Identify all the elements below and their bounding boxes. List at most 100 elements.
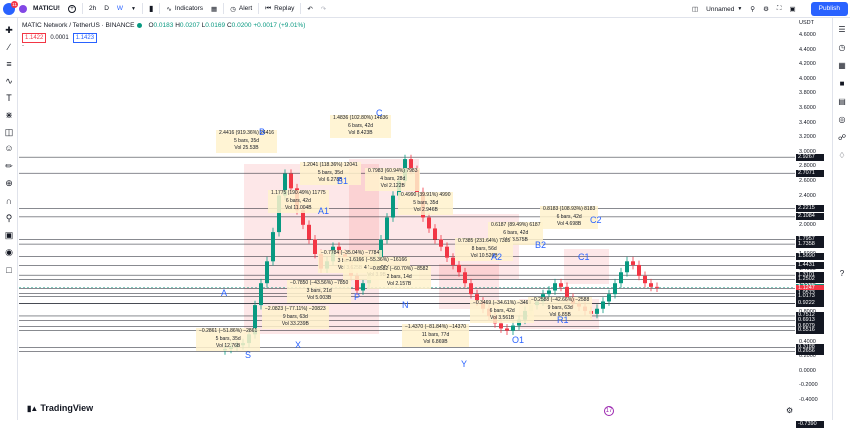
compare-symbol-button[interactable]: +: [64, 0, 80, 18]
measure-annotation[interactable]: 2.4416 (919.36%) 24416 5 bars, 35d Vol 25.…: [216, 130, 278, 153]
measure-annotation[interactable]: 0.8183 (108.93%) 8183 6 bars, 42d Vol 4.69…: [540, 206, 599, 229]
price-level-tag: 2.9267: [796, 153, 824, 161]
collapse-legend-button[interactable]: ˆ: [22, 45, 30, 53]
wave-label[interactable]: Y: [461, 359, 468, 369]
alert-button[interactable]: ◷ Alert: [226, 0, 256, 18]
calendar-icon[interactable]: ▤: [838, 97, 846, 106]
divider: [142, 3, 143, 14]
annotation-line: 1.4836 (102.80%) 14836: [333, 115, 389, 121]
candle-body: [643, 275, 647, 284]
measure-annotation[interactable]: −0.3469 (−34.61%) −3469 6 bars, 42d Vol 3.…: [470, 300, 535, 323]
price-chart[interactable]: [19, 19, 795, 419]
indicators-button[interactable]: ∿ Indicators: [162, 0, 207, 18]
replay-button[interactable]: ⏮ Replay: [261, 0, 298, 18]
measure-annotation[interactable]: −0.8582 (−60.70%) −8582 2 bars, 14d Vol 2.…: [367, 266, 432, 289]
measure-annotation[interactable]: 1.4836 (102.80%) 14836 6 bars, 42d Vol 8.4…: [330, 115, 392, 138]
templates-button[interactable]: ▦: [207, 0, 221, 18]
chat-icon[interactable]: ☍: [837, 133, 847, 142]
undo-button[interactable]: ↶: [303, 0, 316, 18]
wave-label[interactable]: B: [259, 127, 266, 137]
wave-label[interactable]: B2: [535, 240, 547, 250]
fib-retracement-icon[interactable]: ≡: [6, 59, 12, 69]
symbol-search[interactable]: MATICU!: [15, 0, 64, 18]
price-level-tag: -0.7390: [796, 421, 824, 428]
price-axis-label: 2.0000: [799, 221, 816, 228]
snapshot-button[interactable]: ▣: [785, 0, 799, 18]
interval-w[interactable]: W: [116, 5, 124, 12]
wave-label[interactable]: N: [402, 300, 409, 310]
measure-annotation[interactable]: −0.2588 (−42.66%) −2588 9 bars, 63d Vol 6.…: [528, 297, 593, 320]
user-avatar[interactable]: 11: [3, 0, 18, 15]
measure-annotation[interactable]: 0.7385 (231.64%) 7385 8 bars, 56d Vol 10.5…: [455, 238, 514, 261]
measure-annotation[interactable]: −0.2861 (−51.86%) −2861 5 bars, 35d Vol 12…: [196, 328, 261, 351]
alerts-panel-icon[interactable]: ◷: [838, 43, 846, 52]
wave-label[interactable]: A1: [318, 206, 330, 216]
eye-icon[interactable]: ◉: [5, 247, 13, 257]
candle-body: [445, 246, 449, 258]
tv-logo-icon: ▮▲: [27, 403, 38, 413]
measure-annotation[interactable]: 1.2041 (118.36%) 12041 5 bars, 35d Vol 6.2…: [300, 162, 361, 185]
interval-d[interactable]: D: [104, 5, 109, 12]
annotation-line: 6 bars, 42d: [285, 197, 311, 204]
price-axis[interactable]: USDT 4.6000 4.4000 4.2000 4.0000 3.8000 3.600…: [796, 19, 832, 428]
tradingview-logo[interactable]: ▮▲ TradingView: [27, 403, 93, 413]
wave-label[interactable]: C: [376, 108, 383, 118]
settings-button[interactable]: ⚙: [759, 0, 773, 18]
trash-icon[interactable]: □: [6, 265, 12, 275]
interval-2h[interactable]: 2h: [88, 5, 97, 12]
brush-icon[interactable]: ∿: [5, 76, 13, 86]
wave-label[interactable]: X: [295, 340, 302, 350]
publish-button[interactable]: Publish: [810, 2, 848, 16]
prediction-tool-icon[interactable]: ◫: [4, 127, 14, 137]
buy-button[interactable]: 1.1423: [72, 33, 98, 43]
wave-label[interactable]: C2: [590, 215, 602, 225]
lock-drawing-icon[interactable]: ⚲: [5, 213, 13, 223]
measure-annotation[interactable]: 1.1775 (190.49%) 11775 6 bars, 42d Vol 11.…: [268, 190, 329, 213]
magnet-icon[interactable]: ∩: [5, 196, 13, 206]
wave-label[interactable]: C1: [578, 252, 590, 262]
measure-annotation[interactable]: 0.7983 (60.94%) 7983 4 bars, 28d Vol 2.122…: [365, 168, 421, 191]
help-icon[interactable]: ?: [839, 269, 845, 278]
fullscreen-button[interactable]: ⛶: [773, 0, 786, 18]
measure-annotation[interactable]: −1.4370 (−81.84%) −14370 11 bars, 77d Vol …: [402, 324, 470, 347]
hotlist-icon[interactable]: ■: [839, 79, 845, 88]
sell-button[interactable]: 1.1422: [22, 33, 47, 43]
search-button[interactable]: ⚲: [746, 0, 759, 18]
wave-label[interactable]: P: [354, 292, 361, 302]
layout-button[interactable]: ◫: [688, 0, 702, 18]
crosshair-icon[interactable]: ✚: [5, 25, 13, 35]
candle-body: [277, 195, 281, 233]
watchlist-icon[interactable]: ☰: [838, 25, 846, 34]
currency-label[interactable]: USDT: [799, 20, 814, 26]
wave-label[interactable]: O1: [512, 335, 525, 345]
ideas-icon[interactable]: ◎: [838, 115, 846, 124]
annotation-line: −1.6166 (−55.36%) −16166: [346, 257, 408, 263]
icons-tool-icon[interactable]: ☺: [4, 143, 14, 153]
measure-annotation[interactable]: −0.7850 (−43.56%) −7850 3 bars, 21d Vol 5.…: [287, 280, 352, 303]
wave-label[interactable]: B1: [337, 176, 349, 186]
candle-body: [631, 261, 635, 265]
axis-settings-button[interactable]: ⚙: [786, 406, 793, 415]
wave-label[interactable]: S: [245, 350, 252, 360]
grid-icon: ▦: [211, 5, 218, 13]
measure-annotation[interactable]: 0.4990 (39.91%) 4990 5 bars, 35d Vol 2.946…: [398, 192, 454, 215]
chart-type-button[interactable]: ▮: [145, 0, 157, 18]
wave-label[interactable]: A2: [491, 252, 503, 262]
interval-dropdown[interactable]: ▼: [127, 0, 140, 18]
zoom-in-icon[interactable]: ⊕: [5, 178, 13, 188]
layout-name-button[interactable]: Unnamed ▼: [702, 0, 746, 18]
lock-icon[interactable]: ▣: [4, 230, 14, 240]
wave-label[interactable]: R1: [557, 315, 569, 325]
tv-mark-icon[interactable]: 17: [604, 406, 614, 416]
notifications-icon[interactable]: ♢: [838, 151, 846, 160]
trend-line-icon[interactable]: ∕: [8, 42, 10, 52]
redo-button[interactable]: ↷: [317, 0, 330, 18]
annotation-line: −0.3469 (−34.61%) −3469: [473, 300, 532, 306]
data-window-icon[interactable]: ▦: [838, 61, 846, 70]
wave-label[interactable]: A: [221, 288, 228, 298]
pattern-tool-icon[interactable]: ⋇: [5, 110, 13, 120]
text-tool-icon[interactable]: T: [6, 93, 12, 103]
ruler-icon[interactable]: ✏: [5, 161, 13, 171]
measure-annotation[interactable]: −2.0823 (−77.11%) −20823 9 bars, 63d Vol 3…: [262, 306, 329, 329]
chevron-down-icon: ▼: [737, 6, 743, 12]
